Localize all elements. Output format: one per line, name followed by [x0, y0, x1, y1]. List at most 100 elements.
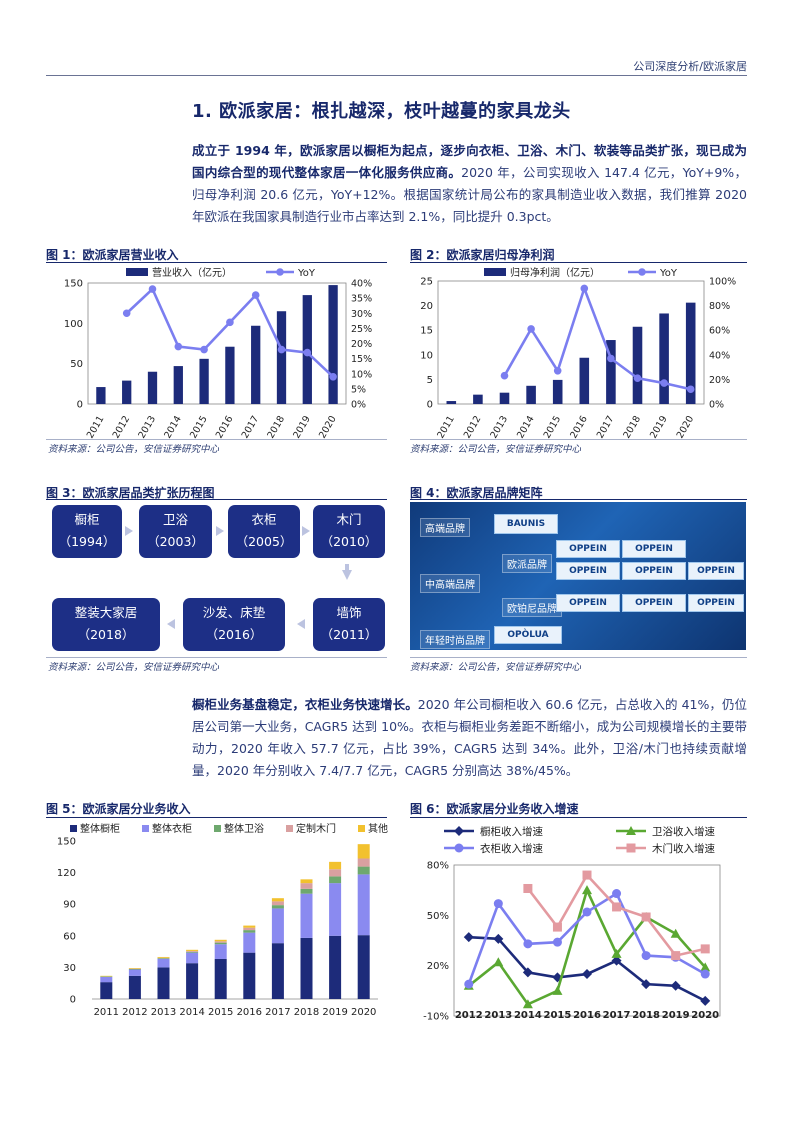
y-tick-label: 20% [427, 961, 449, 972]
series-marker [670, 980, 681, 991]
stacked-bar-segment [329, 883, 342, 936]
revenue-bar [526, 385, 536, 404]
series-marker [641, 951, 651, 961]
legend-marker [626, 843, 636, 853]
fig1-rule [46, 262, 387, 263]
legend-label: 整体卫浴 [224, 822, 264, 835]
x-tick-label: 2015 [188, 414, 210, 439]
y-right-tick-label: 5% [351, 384, 366, 395]
flow-step-name: 衣柜 [251, 512, 277, 527]
x-tick-label: 2017 [240, 414, 262, 439]
yoy-point [200, 345, 208, 354]
series-marker [493, 933, 504, 944]
series-marker [700, 944, 710, 954]
y-right-tick-label: 40% [351, 279, 372, 290]
flow-step-year: （1994） [58, 534, 116, 549]
stacked-bar-segment [357, 874, 370, 936]
x-tick-label: 2019 [322, 1007, 347, 1018]
x-tick-label: 2011 [94, 1007, 119, 1018]
legend-bar-swatch [126, 268, 148, 276]
x-tick-label: 2011 [85, 414, 107, 439]
y-right-tick-label: 0% [351, 400, 366, 411]
header-report-type: 公司深度分析/欧派家居 [633, 60, 747, 73]
stacked-bar-segment [186, 951, 199, 953]
revenue-bar [606, 340, 616, 404]
y-right-tick-label: 60% [709, 326, 730, 337]
y-right-tick-label: 0% [709, 400, 724, 411]
logo-oppein: OPPEIN [688, 594, 744, 612]
x-tick-label: 2016 [573, 1010, 601, 1021]
fig5-title: 图 5：欧派家居分业务收入 [46, 802, 191, 816]
paragraph-intro: 成立于 1994 年，欧派家居以橱柜为起点，逐步向衣柜、卫浴、木门、软装等品类扩… [192, 140, 747, 228]
flow-step-year: （2003） [147, 534, 204, 549]
stacked-bar-segment [128, 968, 141, 970]
revenue-bar [328, 285, 338, 404]
fig3-rule [46, 499, 387, 500]
flow-step-cabinet: 橱柜 （1994） [52, 505, 122, 558]
arrow-down-stem [345, 564, 349, 571]
flow-step-name: 沙发、床垫 [202, 605, 266, 620]
series-marker [582, 870, 592, 880]
series-marker [582, 969, 592, 980]
stacked-bar-segment [157, 967, 170, 999]
series-marker [700, 995, 711, 1006]
y-left-tick-label: 50 [70, 359, 83, 370]
stacked-bar-segment [214, 939, 227, 942]
series-marker [552, 985, 563, 995]
fig4-title: 图 4：欧派家居品牌矩阵 [410, 486, 543, 500]
x-tick-label: 2015 [544, 1010, 572, 1021]
stacked-bar-segment [243, 932, 256, 953]
series-marker [582, 885, 592, 895]
yoy-point [277, 345, 286, 354]
stacked-bar-segment [214, 942, 227, 945]
revenue-bar [552, 379, 563, 404]
yoy-point [174, 342, 183, 351]
revenue-bar [199, 358, 209, 404]
stacked-bar-segment [357, 844, 370, 859]
revenue-bar [632, 326, 643, 404]
stacked-bar-segment [100, 975, 113, 977]
fig4-rule [410, 499, 747, 500]
flow-step-bathroom: 卫浴 （2003） [139, 505, 212, 558]
fig2-source: 资料来源：公司公告，安信证券研究中心 [410, 444, 582, 455]
x-tick-label: 2013 [151, 1007, 176, 1018]
stacked-bar-segment [157, 958, 170, 968]
logo-oppein: OPPEIN [688, 562, 744, 580]
x-tick-label: 2018 [621, 414, 643, 439]
flow-step-name: 整装大家居 [74, 605, 138, 620]
flow-step-name: 橱柜 [74, 512, 100, 527]
yoy-point [607, 354, 615, 363]
y-right-tick-label: 30% [351, 309, 372, 320]
x-tick-label: 2016 [237, 1007, 262, 1018]
section-title: 1. 欧派家居：根扎越深，枝叶越蔓的家具龙头 [192, 101, 571, 122]
stacked-bar-segment [271, 908, 284, 944]
stacked-bar-segment [300, 937, 313, 999]
y-tick-label: 150 [57, 837, 76, 848]
plot-frame [437, 280, 705, 405]
arrow-down-icon [342, 570, 352, 580]
legend-label: 衣柜收入增速 [480, 842, 543, 855]
stacked-bar-segment [329, 869, 342, 877]
y-tick-label: 0 [70, 995, 76, 1006]
x-tick-label: 2019 [291, 414, 313, 439]
x-tick-label: 2020 [675, 414, 697, 439]
paragraph-segments-lead: 橱柜业务基盘稳定，衣柜业务快速增长。 [192, 697, 418, 712]
y-right-tick-label: 10% [351, 369, 372, 380]
legend-line-label: YoY [297, 268, 316, 279]
fig4-source-rule [410, 657, 747, 658]
y-right-tick-label: 25% [351, 324, 372, 335]
legend-swatch [214, 825, 221, 832]
legend-swatch [70, 825, 77, 832]
legend-marker [454, 843, 464, 853]
yoy-point [148, 285, 157, 293]
flow-step-name: 木门 [336, 512, 362, 527]
stacked-bar-segment [186, 949, 199, 951]
arrow-right-icon [125, 526, 133, 536]
x-tick-label: 2019 [662, 1010, 690, 1021]
stacked-bar-segment [329, 935, 342, 999]
legend-line-label: YoY [659, 268, 678, 279]
legend-label: 定制木门 [296, 822, 336, 835]
y-right-tick-label: 80% [709, 301, 730, 312]
yoy-point [660, 379, 668, 387]
